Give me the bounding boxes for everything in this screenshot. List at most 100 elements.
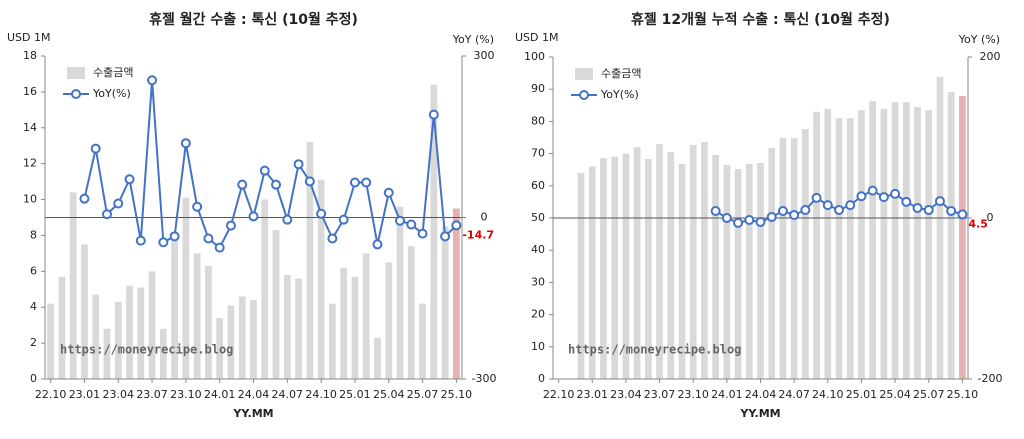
bar: [790, 138, 798, 379]
x-tick-label: 25.07: [913, 388, 945, 401]
point: [135, 235, 146, 246]
bar: [723, 164, 731, 379]
bar: [137, 287, 145, 379]
bar: [667, 151, 675, 379]
bar: [419, 303, 426, 379]
y-tick-label: 100: [524, 50, 545, 63]
point: [451, 220, 462, 231]
point: [834, 204, 845, 215]
point: [777, 205, 788, 216]
point: [878, 192, 889, 203]
bar: [396, 206, 404, 379]
point: [744, 215, 755, 226]
point: [361, 177, 372, 188]
point: [169, 231, 180, 242]
point: [192, 201, 203, 212]
point: [372, 239, 383, 250]
bar: [869, 101, 877, 379]
bar: [947, 92, 955, 380]
bar: [802, 129, 809, 379]
x-tick-label: 24.01: [711, 388, 743, 401]
bar: [880, 108, 888, 379]
bar: [205, 265, 212, 379]
y-tick-label: 50: [531, 211, 545, 224]
y2-tick-label: 200: [980, 50, 1001, 63]
point: [271, 179, 282, 190]
legend-label: 수출금액: [93, 66, 133, 79]
point: [856, 191, 867, 202]
point: [237, 179, 248, 190]
x-tick-label: 23.04: [610, 388, 642, 401]
x-tick-label: 24.10: [305, 388, 337, 401]
chart-title: 휴젤 월간 수출 : 톡신 (10월 추정): [149, 11, 358, 28]
point: [113, 198, 124, 209]
x-tick-label: 24.01: [204, 388, 236, 401]
point: [440, 231, 451, 242]
y2-tick-label: 300: [474, 49, 495, 62]
x-tick-label: 25.10: [441, 388, 473, 401]
x-tick-label: 23.10: [677, 388, 709, 401]
point: [383, 187, 394, 198]
bar: [227, 305, 235, 379]
x-tick-label: 23.04: [103, 388, 135, 401]
bar: [644, 159, 652, 379]
bar: [430, 84, 438, 379]
x-tick-label: 24.07: [272, 388, 304, 401]
point: [248, 211, 259, 222]
bar: [261, 199, 269, 379]
bar: [47, 303, 55, 379]
y-tick-label: 18: [23, 49, 37, 62]
x-tick-label: 25.01: [339, 388, 371, 401]
y-tick-label: 60: [531, 179, 545, 192]
x-tick-label: 25.04: [879, 388, 911, 401]
x-tick-label: 23.10: [170, 388, 202, 401]
point: [349, 177, 360, 188]
line: [83, 80, 458, 250]
x-tick-label: 23.07: [644, 388, 676, 401]
point: [101, 209, 112, 220]
bar: [925, 110, 933, 379]
bar: [768, 148, 776, 379]
bar: [902, 102, 910, 379]
bar: [351, 276, 359, 379]
y-tick-label: 12: [23, 157, 37, 170]
point: [338, 214, 349, 225]
data-label: -14.7: [462, 228, 494, 241]
bar: [577, 172, 585, 379]
bar: [69, 192, 77, 379]
point: [946, 205, 957, 216]
point: [710, 205, 721, 216]
y-tick-label: 8: [30, 228, 37, 241]
y-tick-label: 0: [538, 372, 545, 385]
bar: [936, 76, 944, 380]
bar: [588, 166, 596, 379]
x-tick-label: 23.01: [69, 388, 101, 401]
point: [79, 193, 90, 204]
chart: 휴젤 월간 수출 : 톡신 (10월 추정) USD 1M YoY (%) YY.MM…: [7, 11, 496, 420]
chart: 휴젤 12개월 누적 수출 : 톡신 (10월 추정) USD 1M YoY (%)…: [515, 11, 1002, 420]
point: [800, 204, 811, 215]
chart-title: 휴젤 12개월 누적 수출 : 톡신 (10월 추정): [631, 11, 890, 28]
bar: [114, 301, 122, 379]
x-tick-label: 24.04: [745, 388, 777, 401]
y-tick-label: 20: [531, 308, 545, 321]
point: [406, 219, 417, 230]
point: [147, 75, 158, 86]
point: [822, 200, 833, 211]
bar: [441, 226, 449, 379]
bar: [678, 163, 686, 379]
bar: [126, 285, 133, 379]
point: [923, 204, 934, 215]
bar: [295, 278, 302, 379]
point: [316, 208, 327, 219]
y-axis-title: USD 1M: [515, 31, 559, 44]
x-tick-label: 22.10: [543, 388, 575, 401]
legend-swatch: [575, 68, 593, 80]
point: [225, 220, 236, 231]
legend-swatch: [67, 67, 85, 79]
x-tick-label: 25.01: [846, 388, 878, 401]
y2-axis-title: YoY (%): [452, 33, 494, 46]
bar: [182, 197, 190, 379]
point: [867, 185, 878, 196]
bar: [835, 118, 843, 380]
